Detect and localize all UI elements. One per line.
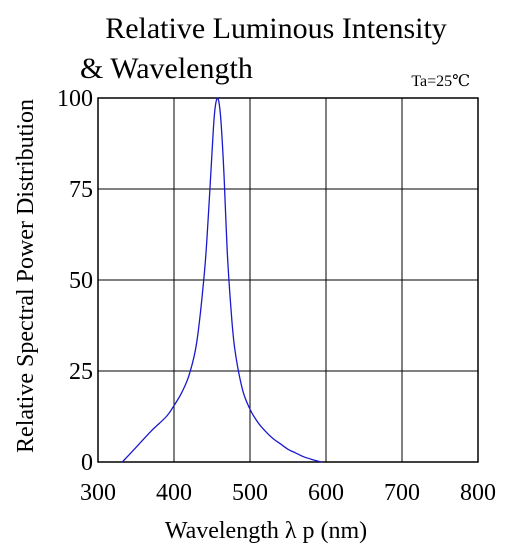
x-tick-label: 300 <box>80 480 116 506</box>
x-tick-label: 700 <box>384 480 420 506</box>
x-axis-label: Wavelength λ p (nm) <box>165 518 367 544</box>
x-tick-label: 500 <box>232 480 268 506</box>
y-tick-label: 0 <box>81 450 93 476</box>
temperature-annotation: Ta=25℃ <box>411 73 470 90</box>
y-tick-label: 25 <box>69 359 93 385</box>
chart-title-line2: & Wavelength <box>80 52 253 85</box>
plot-area-border <box>97 97 479 463</box>
y-tick-label: 100 <box>57 86 93 112</box>
chart-title-line1: Relative Luminous Intensity <box>105 12 447 45</box>
x-tick-label: 600 <box>308 480 344 506</box>
y-tick-label: 75 <box>69 177 93 203</box>
y-axis-label: Relative Spectral Power Distribution <box>13 99 39 453</box>
grid-lines <box>98 98 478 462</box>
x-tick-label: 800 <box>460 480 496 506</box>
tick-labels: 300 400 500 600 700 800 0 25 50 75 100 <box>57 86 496 506</box>
x-tick-label: 400 <box>156 480 192 506</box>
y-tick-label: 50 <box>69 268 93 294</box>
series-line <box>121 97 323 463</box>
